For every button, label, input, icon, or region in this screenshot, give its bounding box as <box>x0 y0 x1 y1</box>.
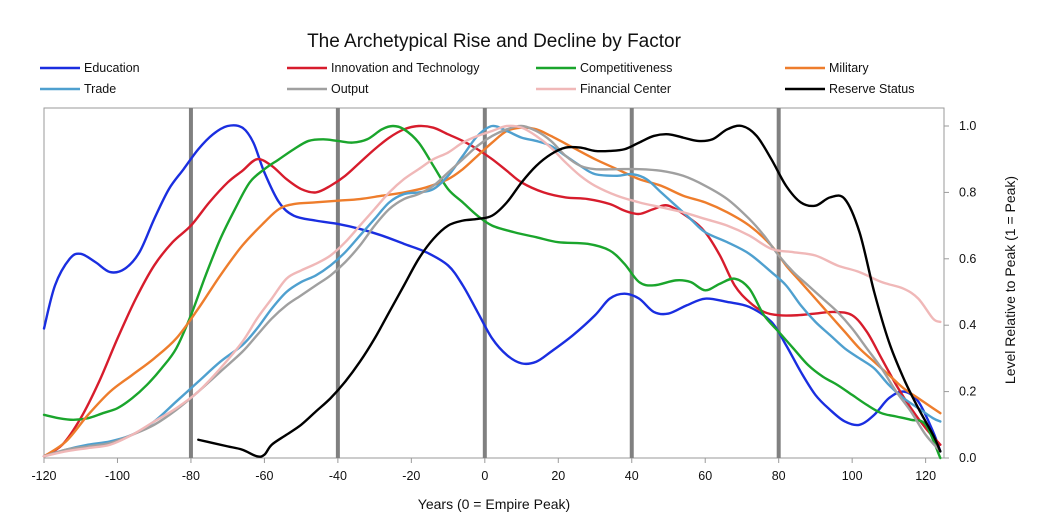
y-tick-label: 0.2 <box>959 385 976 399</box>
x-axis-ticks: -120 -100 -80 -60 -40 -20 0 20 40 60 80 100 120 <box>31 458 936 483</box>
legend: Education Innovation and Technology Compet… <box>40 61 914 96</box>
x-tick-label: 100 <box>842 469 863 483</box>
chart-title: The Archetypical Rise and Decline by Fac… <box>307 31 682 52</box>
x-tick-label: 80 <box>772 469 786 483</box>
vertical-markers <box>188 108 781 458</box>
x-tick-label: -20 <box>402 469 420 483</box>
x-tick-label: -40 <box>329 469 347 483</box>
legend-label-output: Output <box>331 82 369 96</box>
legend-label-education: Education <box>84 61 140 75</box>
legend-label-innovation-and-technology: Innovation and Technology <box>331 61 480 75</box>
y-axis-ticks: 0.0 0.2 0.4 0.6 0.8 1.0 <box>944 119 976 465</box>
series-line-trade <box>42 124 942 458</box>
plot-frame <box>43 107 945 459</box>
x-tick-label: -120 <box>31 469 56 483</box>
series-line-education <box>42 124 942 453</box>
series-lines <box>42 124 942 460</box>
legend-label-military: Military <box>829 61 869 75</box>
series-line-output <box>42 124 942 458</box>
series-line-reserve-status <box>197 124 942 458</box>
x-tick-label: 60 <box>698 469 712 483</box>
x-axis-label: Years (0 = Empire Peak) <box>418 496 570 512</box>
y-tick-label: 0.8 <box>959 185 976 199</box>
x-tick-label: -80 <box>182 469 200 483</box>
y-tick-label: 0.6 <box>959 252 976 266</box>
x-tick-label: 40 <box>625 469 639 483</box>
x-tick-label: 0 <box>481 469 488 483</box>
series-line-financial-center <box>42 124 942 458</box>
y-tick-label: 0.4 <box>959 318 976 332</box>
y-tick-label: 1.0 <box>959 119 976 133</box>
legend-label-trade: Trade <box>84 82 116 96</box>
x-tick-label: -100 <box>105 469 130 483</box>
x-tick-label: 20 <box>551 469 565 483</box>
x-tick-label: 120 <box>915 469 936 483</box>
x-tick-label: -60 <box>255 469 273 483</box>
legend-label-financial-center: Financial Center <box>580 82 671 96</box>
series-line-innovation-and-technology <box>42 124 942 458</box>
legend-label-competitiveness: Competitiveness <box>580 61 672 75</box>
legend-label-reserve-status: Reserve Status <box>829 82 914 96</box>
y-axis-label: Level Relative to Peak (1 = Peak) <box>1002 176 1018 384</box>
y-tick-label: 0.0 <box>959 451 976 465</box>
